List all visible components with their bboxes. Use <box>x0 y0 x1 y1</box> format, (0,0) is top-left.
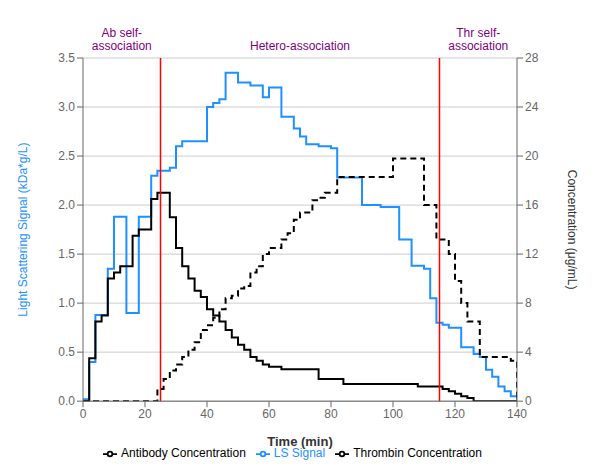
svg-text:1.0: 1.0 <box>58 296 75 310</box>
svg-text:20: 20 <box>525 149 539 163</box>
svg-text:0: 0 <box>80 407 87 421</box>
svg-text:0.0: 0.0 <box>58 394 75 408</box>
svg-text:28: 28 <box>525 51 539 65</box>
svg-text:3.5: 3.5 <box>58 51 75 65</box>
svg-text:Ab self-association: Ab self-association <box>92 26 152 53</box>
svg-text:16: 16 <box>525 198 539 212</box>
svg-text:Hetero-association: Hetero-association <box>250 39 350 53</box>
svg-text:120: 120 <box>445 407 465 421</box>
html-text:Thrombin Concentration: Thrombin Concentration <box>353 446 482 461</box>
svg-text:60: 60 <box>262 407 276 421</box>
svg-text:12: 12 <box>525 247 539 261</box>
svg-text:40: 40 <box>200 407 214 421</box>
svg-text:140: 140 <box>507 407 527 421</box>
svg-text:80: 80 <box>324 407 338 421</box>
svg-text:8: 8 <box>525 296 532 310</box>
svg-text:3.0: 3.0 <box>58 100 75 114</box>
svg-text:24: 24 <box>525 100 539 114</box>
svg-text:100: 100 <box>383 407 403 421</box>
svg-text:0.5: 0.5 <box>58 345 75 359</box>
svg-text:20: 20 <box>138 407 152 421</box>
svg-text:Time (min): Time (min) <box>267 434 333 449</box>
svg-text:2.5: 2.5 <box>58 149 75 163</box>
svg-text:4: 4 <box>525 345 532 359</box>
svg-text:0: 0 <box>525 394 532 408</box>
svg-text:2.0: 2.0 <box>58 198 75 212</box>
svg-text:Light Scattering Signal (kDa*g: Light Scattering Signal (kDa*g/L) <box>16 143 30 317</box>
svg-text:Thr self-association: Thr self-association <box>448 26 508 53</box>
html-text:Antibody Concentration: Antibody Concentration <box>121 446 246 461</box>
svg-text:Concentration (μg/mL): Concentration (μg/mL) <box>565 170 579 290</box>
svg-text:1.5: 1.5 <box>58 247 75 261</box>
html-text:LS Signal: LS Signal <box>273 446 326 461</box>
